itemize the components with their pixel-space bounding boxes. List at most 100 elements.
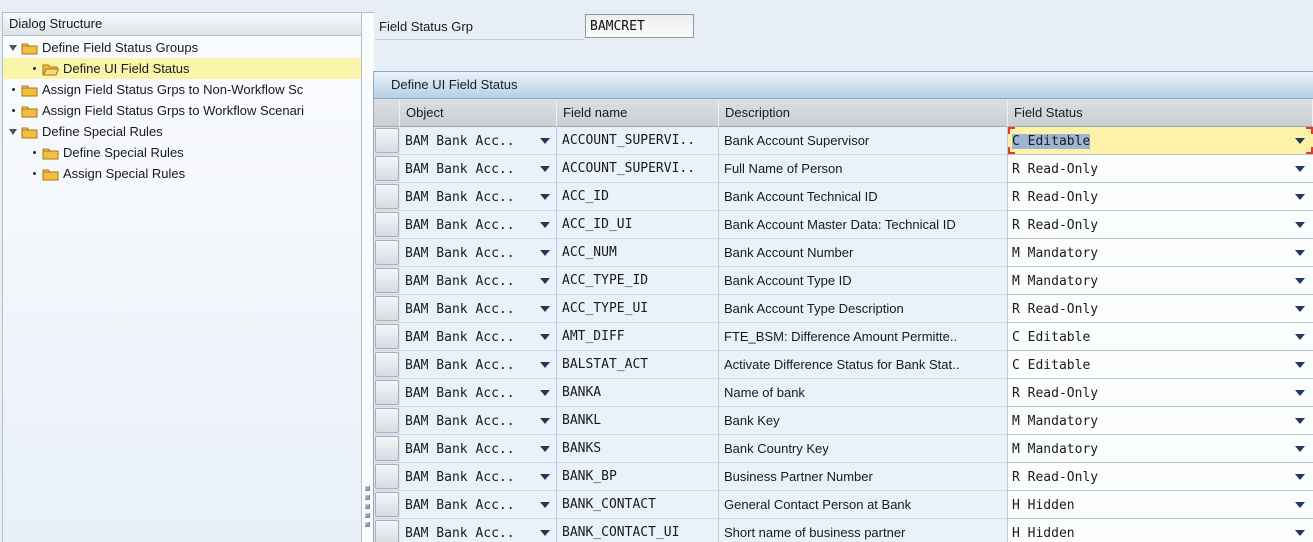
field-status-dropdown[interactable]: R Read-Only bbox=[1008, 295, 1313, 323]
row-selector-button[interactable] bbox=[374, 351, 400, 379]
field-status-dropdown[interactable]: R Read-Only bbox=[1008, 463, 1313, 491]
expand-triangle-icon[interactable] bbox=[7, 128, 19, 135]
field-name-cell[interactable]: BANK_CONTACT_UI bbox=[557, 519, 719, 542]
field-name-cell[interactable]: ACC_TYPE_UI bbox=[557, 295, 719, 323]
row-selector-button[interactable] bbox=[374, 379, 400, 407]
field-status-dropdown[interactable]: C Editable bbox=[1008, 323, 1313, 351]
tree-item-define-field-status-groups[interactable]: Define Field Status Groups bbox=[3, 37, 361, 58]
field-name-cell[interactable]: AMT_DIFF bbox=[557, 323, 719, 351]
object-dropdown[interactable]: BAM Bank Acc.. bbox=[400, 351, 557, 379]
field-name-cell[interactable]: BANK_BP bbox=[557, 463, 719, 491]
field-name-cell[interactable]: BANKL bbox=[557, 407, 719, 435]
field-name-cell[interactable]: ACC_ID bbox=[557, 183, 719, 211]
object-dropdown[interactable]: BAM Bank Acc.. bbox=[400, 267, 557, 295]
chevron-down-icon[interactable] bbox=[1295, 194, 1305, 200]
field-status-dropdown[interactable]: C Editable bbox=[1008, 127, 1313, 155]
field-status-dropdown[interactable]: M Mandatory bbox=[1008, 407, 1313, 435]
row-selector-button[interactable] bbox=[374, 323, 400, 351]
object-dropdown[interactable]: BAM Bank Acc.. bbox=[400, 463, 557, 491]
panel-splitter[interactable] bbox=[362, 12, 374, 542]
field-name-cell[interactable]: BALSTAT_ACT bbox=[557, 351, 719, 379]
chevron-down-icon[interactable] bbox=[1295, 446, 1305, 452]
chevron-down-icon[interactable] bbox=[1295, 138, 1305, 144]
tree-item-assign-field-status-grps-to-non-workflow-sc[interactable]: Assign Field Status Grps to Non-Workflow… bbox=[3, 79, 361, 100]
row-selector-button[interactable] bbox=[374, 435, 400, 463]
chevron-down-icon[interactable] bbox=[540, 446, 550, 452]
object-dropdown[interactable]: BAM Bank Acc.. bbox=[400, 491, 557, 519]
object-dropdown[interactable]: BAM Bank Acc.. bbox=[400, 379, 557, 407]
field-status-dropdown[interactable]: H Hidden bbox=[1008, 519, 1313, 542]
row-selector-button[interactable] bbox=[374, 267, 400, 295]
tree-item-assign-special-rules[interactable]: Assign Special Rules bbox=[3, 163, 361, 184]
field-status-dropdown[interactable]: H Hidden bbox=[1008, 491, 1313, 519]
chevron-down-icon[interactable] bbox=[1295, 362, 1305, 368]
chevron-down-icon[interactable] bbox=[540, 138, 550, 144]
field-status-dropdown[interactable]: C Editable bbox=[1008, 351, 1313, 379]
field-name-cell[interactable]: BANK_CONTACT bbox=[557, 491, 719, 519]
object-dropdown[interactable]: BAM Bank Acc.. bbox=[400, 323, 557, 351]
field-name-cell[interactable]: BANKA bbox=[557, 379, 719, 407]
chevron-down-icon[interactable] bbox=[540, 250, 550, 256]
chevron-down-icon[interactable] bbox=[540, 530, 550, 536]
field-status-dropdown[interactable]: M Mandatory bbox=[1008, 239, 1313, 267]
object-dropdown[interactable]: BAM Bank Acc.. bbox=[400, 435, 557, 463]
object-dropdown[interactable]: BAM Bank Acc.. bbox=[400, 155, 557, 183]
chevron-down-icon[interactable] bbox=[1295, 334, 1305, 340]
field-name-cell[interactable]: BANKS bbox=[557, 435, 719, 463]
field-name-cell[interactable]: ACCOUNT_SUPERVI.. bbox=[557, 127, 719, 155]
field-status-dropdown[interactable]: R Read-Only bbox=[1008, 379, 1313, 407]
row-selector-button[interactable] bbox=[374, 127, 400, 155]
row-selector-button[interactable] bbox=[374, 211, 400, 239]
chevron-down-icon[interactable] bbox=[540, 362, 550, 368]
chevron-down-icon[interactable] bbox=[1295, 222, 1305, 228]
chevron-down-icon[interactable] bbox=[540, 390, 550, 396]
object-dropdown[interactable]: BAM Bank Acc.. bbox=[400, 183, 557, 211]
row-selector-button[interactable] bbox=[374, 295, 400, 323]
row-selector-button[interactable] bbox=[374, 183, 400, 211]
row-selector-button[interactable] bbox=[374, 155, 400, 183]
field-status-dropdown[interactable]: M Mandatory bbox=[1008, 267, 1313, 295]
chevron-down-icon[interactable] bbox=[540, 306, 550, 312]
chevron-down-icon[interactable] bbox=[540, 166, 550, 172]
tree-item-define-ui-field-status[interactable]: Define UI Field Status bbox=[3, 58, 361, 79]
chevron-down-icon[interactable] bbox=[1295, 390, 1305, 396]
chevron-down-icon[interactable] bbox=[1295, 474, 1305, 480]
chevron-down-icon[interactable] bbox=[540, 334, 550, 340]
chevron-down-icon[interactable] bbox=[1295, 530, 1305, 536]
row-selector-button[interactable] bbox=[374, 407, 400, 435]
chevron-down-icon[interactable] bbox=[540, 194, 550, 200]
chevron-down-icon[interactable] bbox=[1295, 250, 1305, 256]
object-dropdown[interactable]: BAM Bank Acc.. bbox=[400, 239, 557, 267]
chevron-down-icon[interactable] bbox=[1295, 502, 1305, 508]
field-status-dropdown[interactable]: R Read-Only bbox=[1008, 211, 1313, 239]
object-dropdown[interactable]: BAM Bank Acc.. bbox=[400, 295, 557, 323]
object-dropdown[interactable]: BAM Bank Acc.. bbox=[400, 407, 557, 435]
tree-item-define-special-rules[interactable]: Define Special Rules bbox=[3, 142, 361, 163]
field-status-dropdown[interactable]: R Read-Only bbox=[1008, 183, 1313, 211]
tree-item-define-special-rules[interactable]: Define Special Rules bbox=[3, 121, 361, 142]
row-selector-button[interactable] bbox=[374, 519, 400, 542]
object-dropdown[interactable]: BAM Bank Acc.. bbox=[400, 127, 557, 155]
expand-triangle-icon[interactable] bbox=[7, 44, 19, 51]
chevron-down-icon[interactable] bbox=[1295, 278, 1305, 284]
tree-item-assign-field-status-grps-to-workflow-scenari[interactable]: Assign Field Status Grps to Workflow Sce… bbox=[3, 100, 361, 121]
chevron-down-icon[interactable] bbox=[1295, 166, 1305, 172]
chevron-down-icon[interactable] bbox=[540, 222, 550, 228]
object-dropdown[interactable]: BAM Bank Acc.. bbox=[400, 519, 557, 542]
field-status-grp-input[interactable] bbox=[585, 14, 694, 38]
row-selector-button[interactable] bbox=[374, 239, 400, 267]
chevron-down-icon[interactable] bbox=[1295, 306, 1305, 312]
chevron-down-icon[interactable] bbox=[540, 474, 550, 480]
field-status-dropdown[interactable]: M Mandatory bbox=[1008, 435, 1313, 463]
chevron-down-icon[interactable] bbox=[540, 418, 550, 424]
field-name-cell[interactable]: ACC_TYPE_ID bbox=[557, 267, 719, 295]
chevron-down-icon[interactable] bbox=[1295, 418, 1305, 424]
field-name-cell[interactable]: ACC_NUM bbox=[557, 239, 719, 267]
row-selector-button[interactable] bbox=[374, 463, 400, 491]
chevron-down-icon[interactable] bbox=[540, 278, 550, 284]
chevron-down-icon[interactable] bbox=[540, 502, 550, 508]
row-selector-button[interactable] bbox=[374, 491, 400, 519]
field-status-dropdown[interactable]: R Read-Only bbox=[1008, 155, 1313, 183]
field-name-cell[interactable]: ACCOUNT_SUPERVI.. bbox=[557, 155, 719, 183]
object-dropdown[interactable]: BAM Bank Acc.. bbox=[400, 211, 557, 239]
